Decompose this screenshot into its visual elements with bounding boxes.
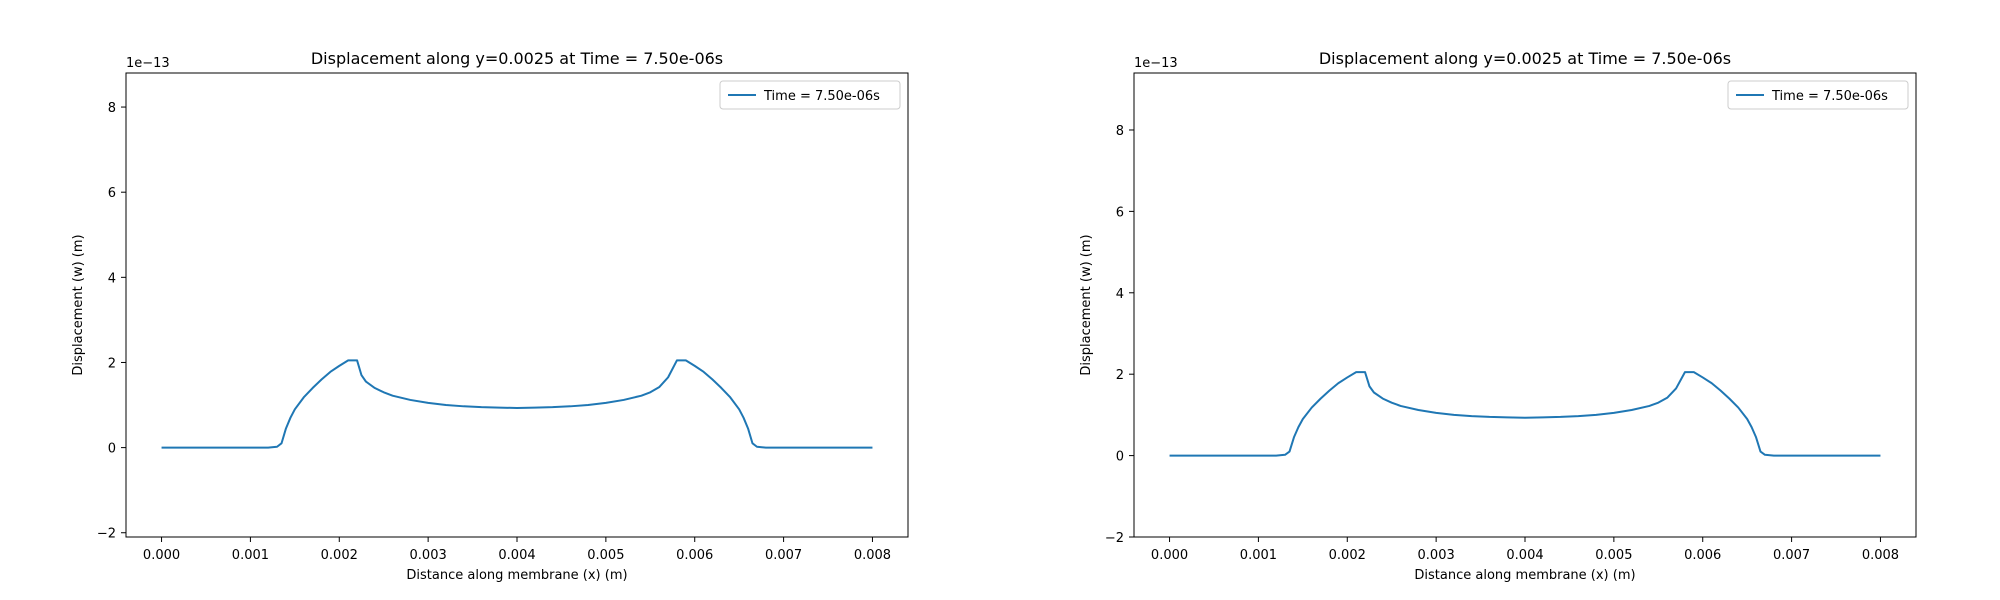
y-tick-label: 6 [1116,205,1124,220]
x-tick-label: 0.000 [143,548,180,563]
x-tick-label: 0.006 [1684,548,1721,563]
y-axis-label: Displacement (w) (m) [71,234,86,375]
x-tick-label: 0.007 [1773,548,1810,563]
y-tick-label: 6 [108,186,116,201]
y-offset-text: 1e−13 [126,56,170,71]
y-offset-text: 1e−13 [1134,56,1178,71]
x-tick-label: 0.007 [765,548,802,563]
legend-box [719,80,901,110]
series-line [1169,371,1881,457]
y-tick-label: 2 [1116,368,1124,383]
x-tick-label: 0.004 [498,548,535,563]
legend-label: Time = 7.50e-06s [1771,89,1888,104]
x-tick-label: 0.001 [232,548,269,563]
x-tick-label: 0.008 [854,548,891,563]
y-tick-label: 8 [1116,124,1124,139]
y-tick-label: −2 [97,527,116,542]
y-tick-label: 0 [108,442,116,457]
x-tick-label: 0.002 [1329,548,1366,563]
x-axis-label: Distance along membrane (x) (m) [1414,568,1635,583]
x-tick-label: 0.008 [1862,548,1899,563]
x-tick-label: 0.005 [587,548,624,563]
legend-label: Time = 7.50e-06s [763,89,880,104]
x-tick-label: 0.003 [1418,548,1455,563]
x-tick-label: 0.004 [1506,548,1543,563]
y-tick-label: −2 [1105,531,1124,546]
chart-title: Displacement along y=0.0025 at Time = 7.… [1319,49,1731,68]
plot-frame [125,72,909,538]
y-tick-label: 4 [108,271,116,286]
chart-panel-right: 0.000 0.001 0.002 0.003 0.004 0.005 0.006 0.007… [1079,49,1917,583]
x-tick-label: 0.006 [676,548,713,563]
legend-box [1727,80,1909,110]
x-tick-label: 0.001 [1240,548,1277,563]
x-tick-label: 0.002 [321,548,358,563]
plot-frame [1133,72,1917,538]
y-axis-label: Displacement (w) (m) [1079,234,1094,375]
y-tick-label: 4 [1116,287,1124,302]
x-tick-label: 0.000 [1151,548,1188,563]
chart-title: Displacement along y=0.0025 at Time = 7.… [311,49,723,68]
y-tick-label: 0 [1116,450,1124,465]
x-tick-label: 0.005 [1595,548,1632,563]
y-tick-label: 2 [108,356,116,371]
x-axis-label: Distance along membrane (x) (m) [406,568,627,583]
x-tick-label: 0.003 [410,548,447,563]
y-tick-label: 8 [108,101,116,116]
chart-panel-left: 0.000 0.001 0.002 0.003 0.004 0.005 0.006 0.007… [71,49,909,583]
series-line [161,359,873,449]
